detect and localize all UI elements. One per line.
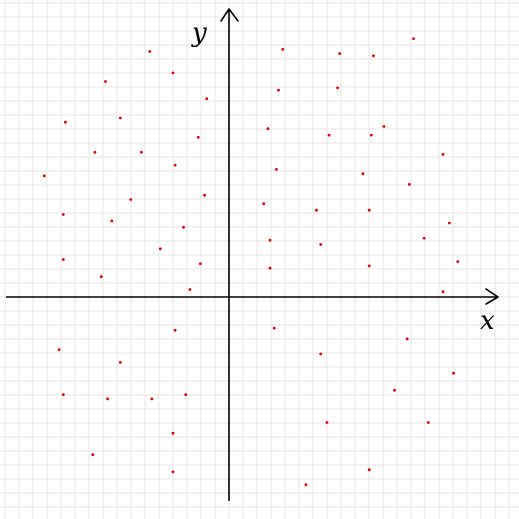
data-point bbox=[118, 361, 122, 364]
data-point bbox=[272, 326, 276, 330]
data-point bbox=[277, 88, 280, 92]
data-point bbox=[456, 260, 460, 263]
data-point bbox=[171, 470, 175, 474]
data-point bbox=[441, 290, 445, 294]
data-point bbox=[369, 133, 373, 137]
data-point bbox=[367, 264, 371, 268]
data-point bbox=[171, 71, 175, 75]
data-point bbox=[367, 468, 371, 472]
data-point bbox=[184, 393, 188, 396]
axes: x y bbox=[6, 8, 499, 501]
data-point bbox=[338, 52, 342, 55]
data-point bbox=[158, 247, 162, 251]
data-point bbox=[199, 262, 202, 266]
data-point bbox=[64, 120, 67, 124]
data-point bbox=[382, 125, 386, 128]
data-point bbox=[412, 37, 415, 40]
data-point bbox=[173, 328, 177, 332]
data-point bbox=[426, 421, 430, 424]
data-point bbox=[319, 243, 323, 246]
data-point bbox=[140, 150, 143, 154]
data-point bbox=[367, 208, 371, 212]
data-point bbox=[196, 135, 200, 139]
data-point bbox=[61, 393, 65, 396]
data-point bbox=[203, 193, 207, 197]
data-point bbox=[93, 150, 97, 154]
data-point bbox=[281, 47, 285, 51]
data-point bbox=[173, 163, 177, 167]
data-point bbox=[304, 483, 308, 487]
scatter-points bbox=[42, 37, 460, 487]
data-point bbox=[57, 348, 61, 351]
data-point bbox=[91, 453, 95, 457]
data-point bbox=[327, 133, 331, 137]
x-axis-arrow-icon bbox=[485, 288, 499, 305]
data-point bbox=[104, 80, 107, 83]
data-point bbox=[452, 371, 455, 375]
data-point bbox=[268, 238, 272, 242]
data-point bbox=[106, 397, 109, 401]
data-point bbox=[188, 288, 192, 291]
data-point bbox=[405, 337, 409, 341]
data-point bbox=[118, 116, 122, 120]
data-point bbox=[441, 153, 445, 156]
data-point bbox=[448, 221, 451, 225]
data-point bbox=[42, 174, 46, 178]
data-point bbox=[268, 266, 272, 270]
data-point bbox=[171, 431, 175, 435]
data-point bbox=[205, 97, 209, 101]
data-point bbox=[61, 213, 65, 216]
data-point bbox=[275, 168, 278, 171]
data-point bbox=[266, 127, 270, 131]
x-axis-label: x bbox=[480, 306, 495, 336]
data-point bbox=[61, 258, 65, 261]
data-point bbox=[361, 172, 365, 176]
data-point bbox=[407, 183, 411, 186]
y-axis-arrow-icon bbox=[220, 8, 239, 22]
data-point bbox=[319, 352, 323, 356]
data-point bbox=[422, 236, 426, 240]
data-point bbox=[315, 208, 318, 212]
data-point bbox=[150, 397, 154, 401]
data-point bbox=[182, 225, 185, 229]
data-point bbox=[372, 54, 375, 58]
data-point bbox=[129, 198, 133, 201]
data-point bbox=[148, 50, 152, 53]
data-point bbox=[110, 219, 114, 223]
data-point bbox=[99, 275, 103, 279]
data-point bbox=[325, 421, 329, 424]
data-point bbox=[262, 202, 266, 206]
data-point bbox=[393, 388, 396, 392]
data-point bbox=[336, 86, 339, 90]
y-axis-label: y bbox=[191, 18, 207, 48]
